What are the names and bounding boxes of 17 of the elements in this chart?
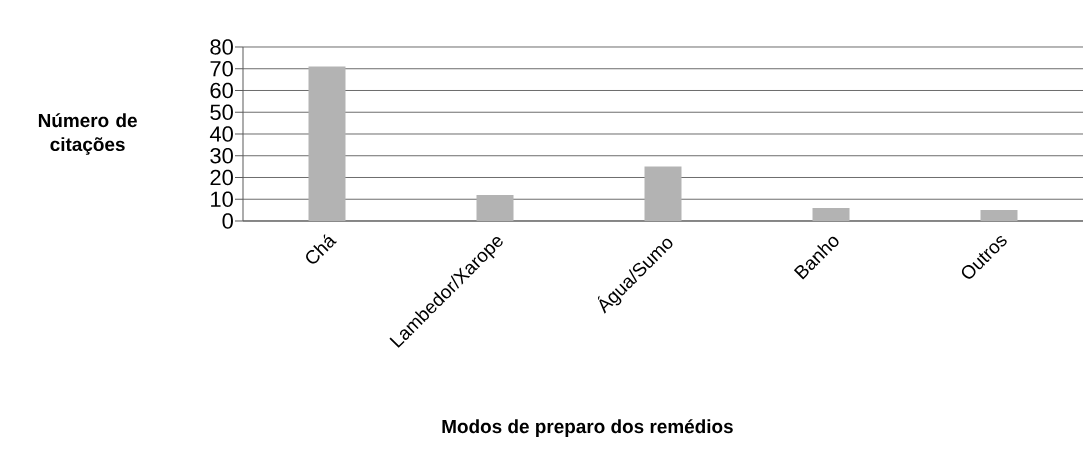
y-tick-label: 70 [210, 60, 233, 77]
y-tick-label: 0 [222, 213, 233, 229]
y-tick-label: 50 [210, 104, 233, 120]
y-axis-title: Número de citações [38, 113, 137, 155]
x-axis-title: Modos de preparo dos remédios [442, 419, 733, 437]
bar [476, 194, 514, 221]
bar [308, 66, 346, 221]
x-tick-label: Chá [306, 234, 337, 264]
y-tick-label: 10 [211, 191, 233, 207]
y-tick-label: 80 [210, 39, 233, 55]
y-tick-label: 60 [210, 82, 233, 99]
bar [812, 207, 850, 221]
bar [644, 166, 682, 221]
y-tick-label: 20 [210, 169, 233, 186]
bar [980, 210, 1018, 221]
y-tick-label: 30 [210, 147, 233, 164]
y-tick-label: 40 [209, 126, 233, 142]
